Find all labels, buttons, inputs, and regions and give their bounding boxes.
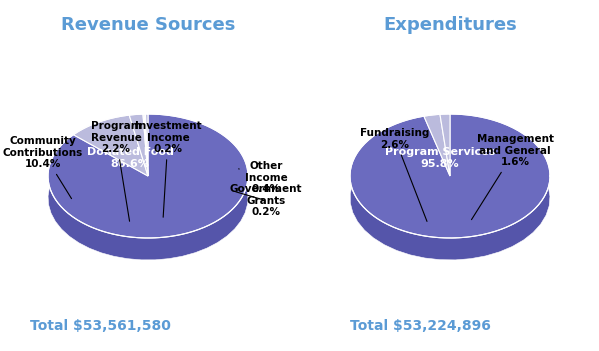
Text: Total $53,224,896: Total $53,224,896: [350, 319, 491, 333]
Polygon shape: [74, 115, 148, 176]
Polygon shape: [143, 114, 144, 136]
Text: Total $53,561,580: Total $53,561,580: [29, 319, 171, 333]
Polygon shape: [424, 114, 450, 176]
Polygon shape: [129, 114, 143, 137]
Polygon shape: [144, 114, 148, 176]
Text: Fundraising
2.6%: Fundraising 2.6%: [361, 128, 429, 221]
Text: Other
Income
0.4%: Other Income 0.4%: [238, 161, 288, 194]
Polygon shape: [350, 114, 550, 238]
Text: Expenditures: Expenditures: [383, 16, 517, 34]
Polygon shape: [129, 114, 148, 176]
Text: Investment
Income
0.2%: Investment Income 0.2%: [135, 121, 201, 217]
Polygon shape: [146, 114, 148, 136]
Text: Revenue Sources: Revenue Sources: [61, 16, 235, 34]
Polygon shape: [48, 114, 248, 238]
Polygon shape: [146, 114, 148, 176]
Polygon shape: [74, 115, 129, 157]
Text: Donated Food
86.6%: Donated Food 86.6%: [87, 147, 174, 169]
Polygon shape: [440, 114, 450, 176]
Polygon shape: [424, 114, 440, 138]
Polygon shape: [48, 114, 248, 260]
Text: Community
Contributions
10.4%: Community Contributions 10.4%: [3, 136, 83, 199]
Text: Management
and General
1.6%: Management and General 1.6%: [471, 134, 553, 220]
Polygon shape: [143, 114, 148, 176]
Polygon shape: [350, 114, 550, 260]
Text: Government
Grants
0.2%: Government Grants 0.2%: [230, 184, 302, 217]
Text: Program Services
95.8%: Program Services 95.8%: [385, 147, 495, 169]
Polygon shape: [144, 114, 146, 136]
Text: Program
Revenue
2.2%: Program Revenue 2.2%: [90, 121, 141, 221]
Polygon shape: [440, 114, 450, 136]
